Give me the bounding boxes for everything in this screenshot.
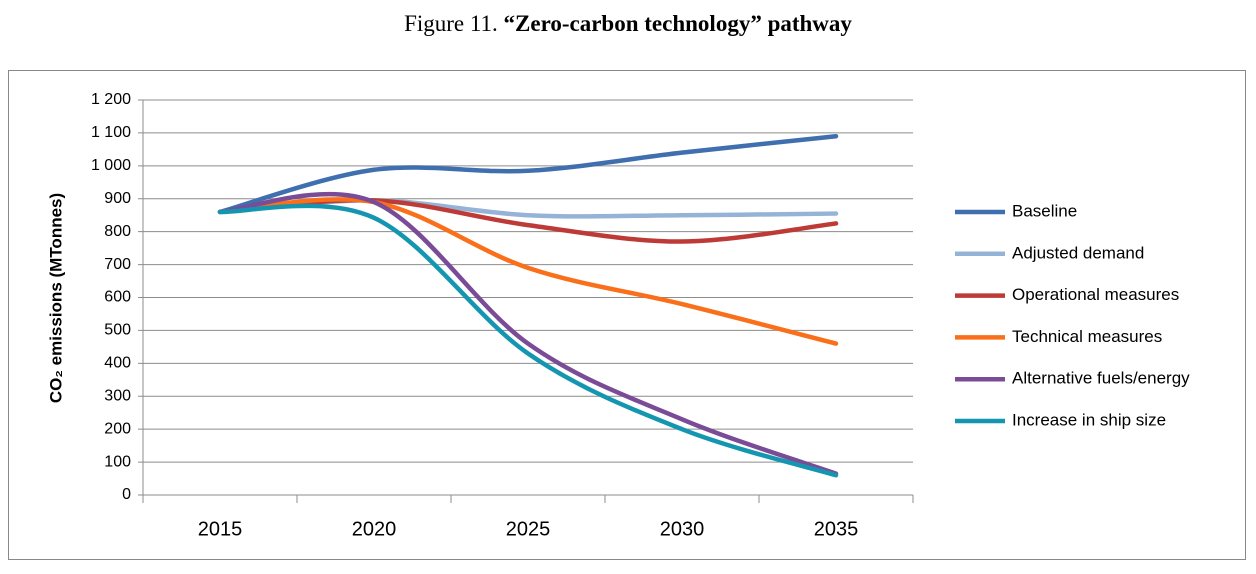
figure-label: Figure 11.	[404, 11, 498, 36]
y-tick-label: 400	[104, 355, 131, 372]
legend-label: Technical measures	[1012, 327, 1162, 346]
y-tick-label: 500	[104, 322, 131, 339]
y-tick-label: 0	[122, 486, 131, 503]
y-tick-label: 300	[104, 387, 131, 404]
y-tick-label: 800	[104, 223, 131, 240]
y-tick-label: 1 000	[91, 157, 131, 174]
y-axis-title: CO₂ emissions (MTonnes)	[46, 193, 65, 403]
y-tick-label: 200	[104, 420, 131, 437]
chart-frame	[8, 70, 1246, 560]
y-tick-label: 700	[104, 256, 131, 273]
x-tick-label: 2030	[660, 518, 705, 540]
series-line	[217, 197, 839, 346]
legend-label: Increase in ship size	[1012, 410, 1166, 429]
x-tick-label: 2020	[352, 518, 397, 540]
legend-label: Alternative fuels/energy	[1012, 369, 1190, 388]
series-line	[217, 133, 839, 215]
y-tick-label: 600	[104, 289, 131, 306]
y-tick-label: 1 200	[91, 91, 131, 108]
series-line	[217, 191, 839, 476]
x-tick-label: 2025	[506, 518, 551, 540]
title-text: “Zero-carbon technology” pathway	[504, 11, 853, 36]
chart-title: Figure 11. “Zero-carbon technology” path…	[404, 11, 852, 36]
x-tick-label: 2035	[814, 518, 859, 540]
series-line	[217, 203, 839, 478]
legend-label: Adjusted demand	[1012, 243, 1144, 262]
y-tick-label: 1 100	[91, 124, 131, 141]
x-tick-label: 2015	[198, 518, 243, 540]
y-tick-label: 900	[104, 190, 131, 207]
legend-label: Operational measures	[1012, 285, 1179, 304]
legend-label: Baseline	[1012, 201, 1077, 220]
y-tick-label: 100	[104, 453, 131, 470]
